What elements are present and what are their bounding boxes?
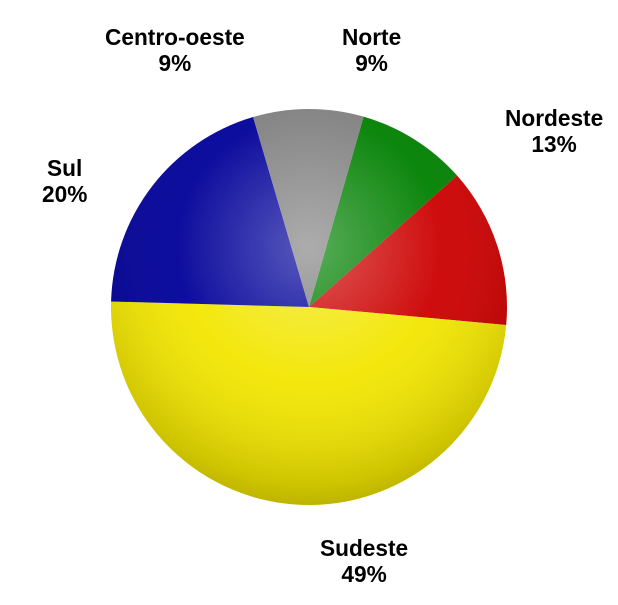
slice-label-name: Nordeste [505,105,603,131]
slice-label-nordeste: Nordeste13% [505,105,603,157]
pie-svg [0,0,618,605]
slice-label-centro-oeste: Centro-oeste9% [105,24,245,76]
pie-shading [111,109,507,505]
slice-label-sul: Sul20% [42,155,87,207]
slice-label-name: Centro-oeste [105,24,245,50]
slice-label-sudeste: Sudeste49% [320,535,408,587]
slice-label-name: Sudeste [320,535,408,561]
slice-label-pct: 49% [320,561,408,587]
slice-label-pct: 9% [105,50,245,76]
slice-label-pct: 13% [505,131,603,157]
slice-label-name: Norte [342,24,401,50]
slice-label-name: Sul [42,155,87,181]
slice-label-pct: 9% [342,50,401,76]
slice-label-pct: 20% [42,181,87,207]
pie-chart: Norte9%Nordeste13%Sudeste49%Sul20%Centro… [0,0,618,605]
slice-label-norte: Norte9% [342,24,401,76]
